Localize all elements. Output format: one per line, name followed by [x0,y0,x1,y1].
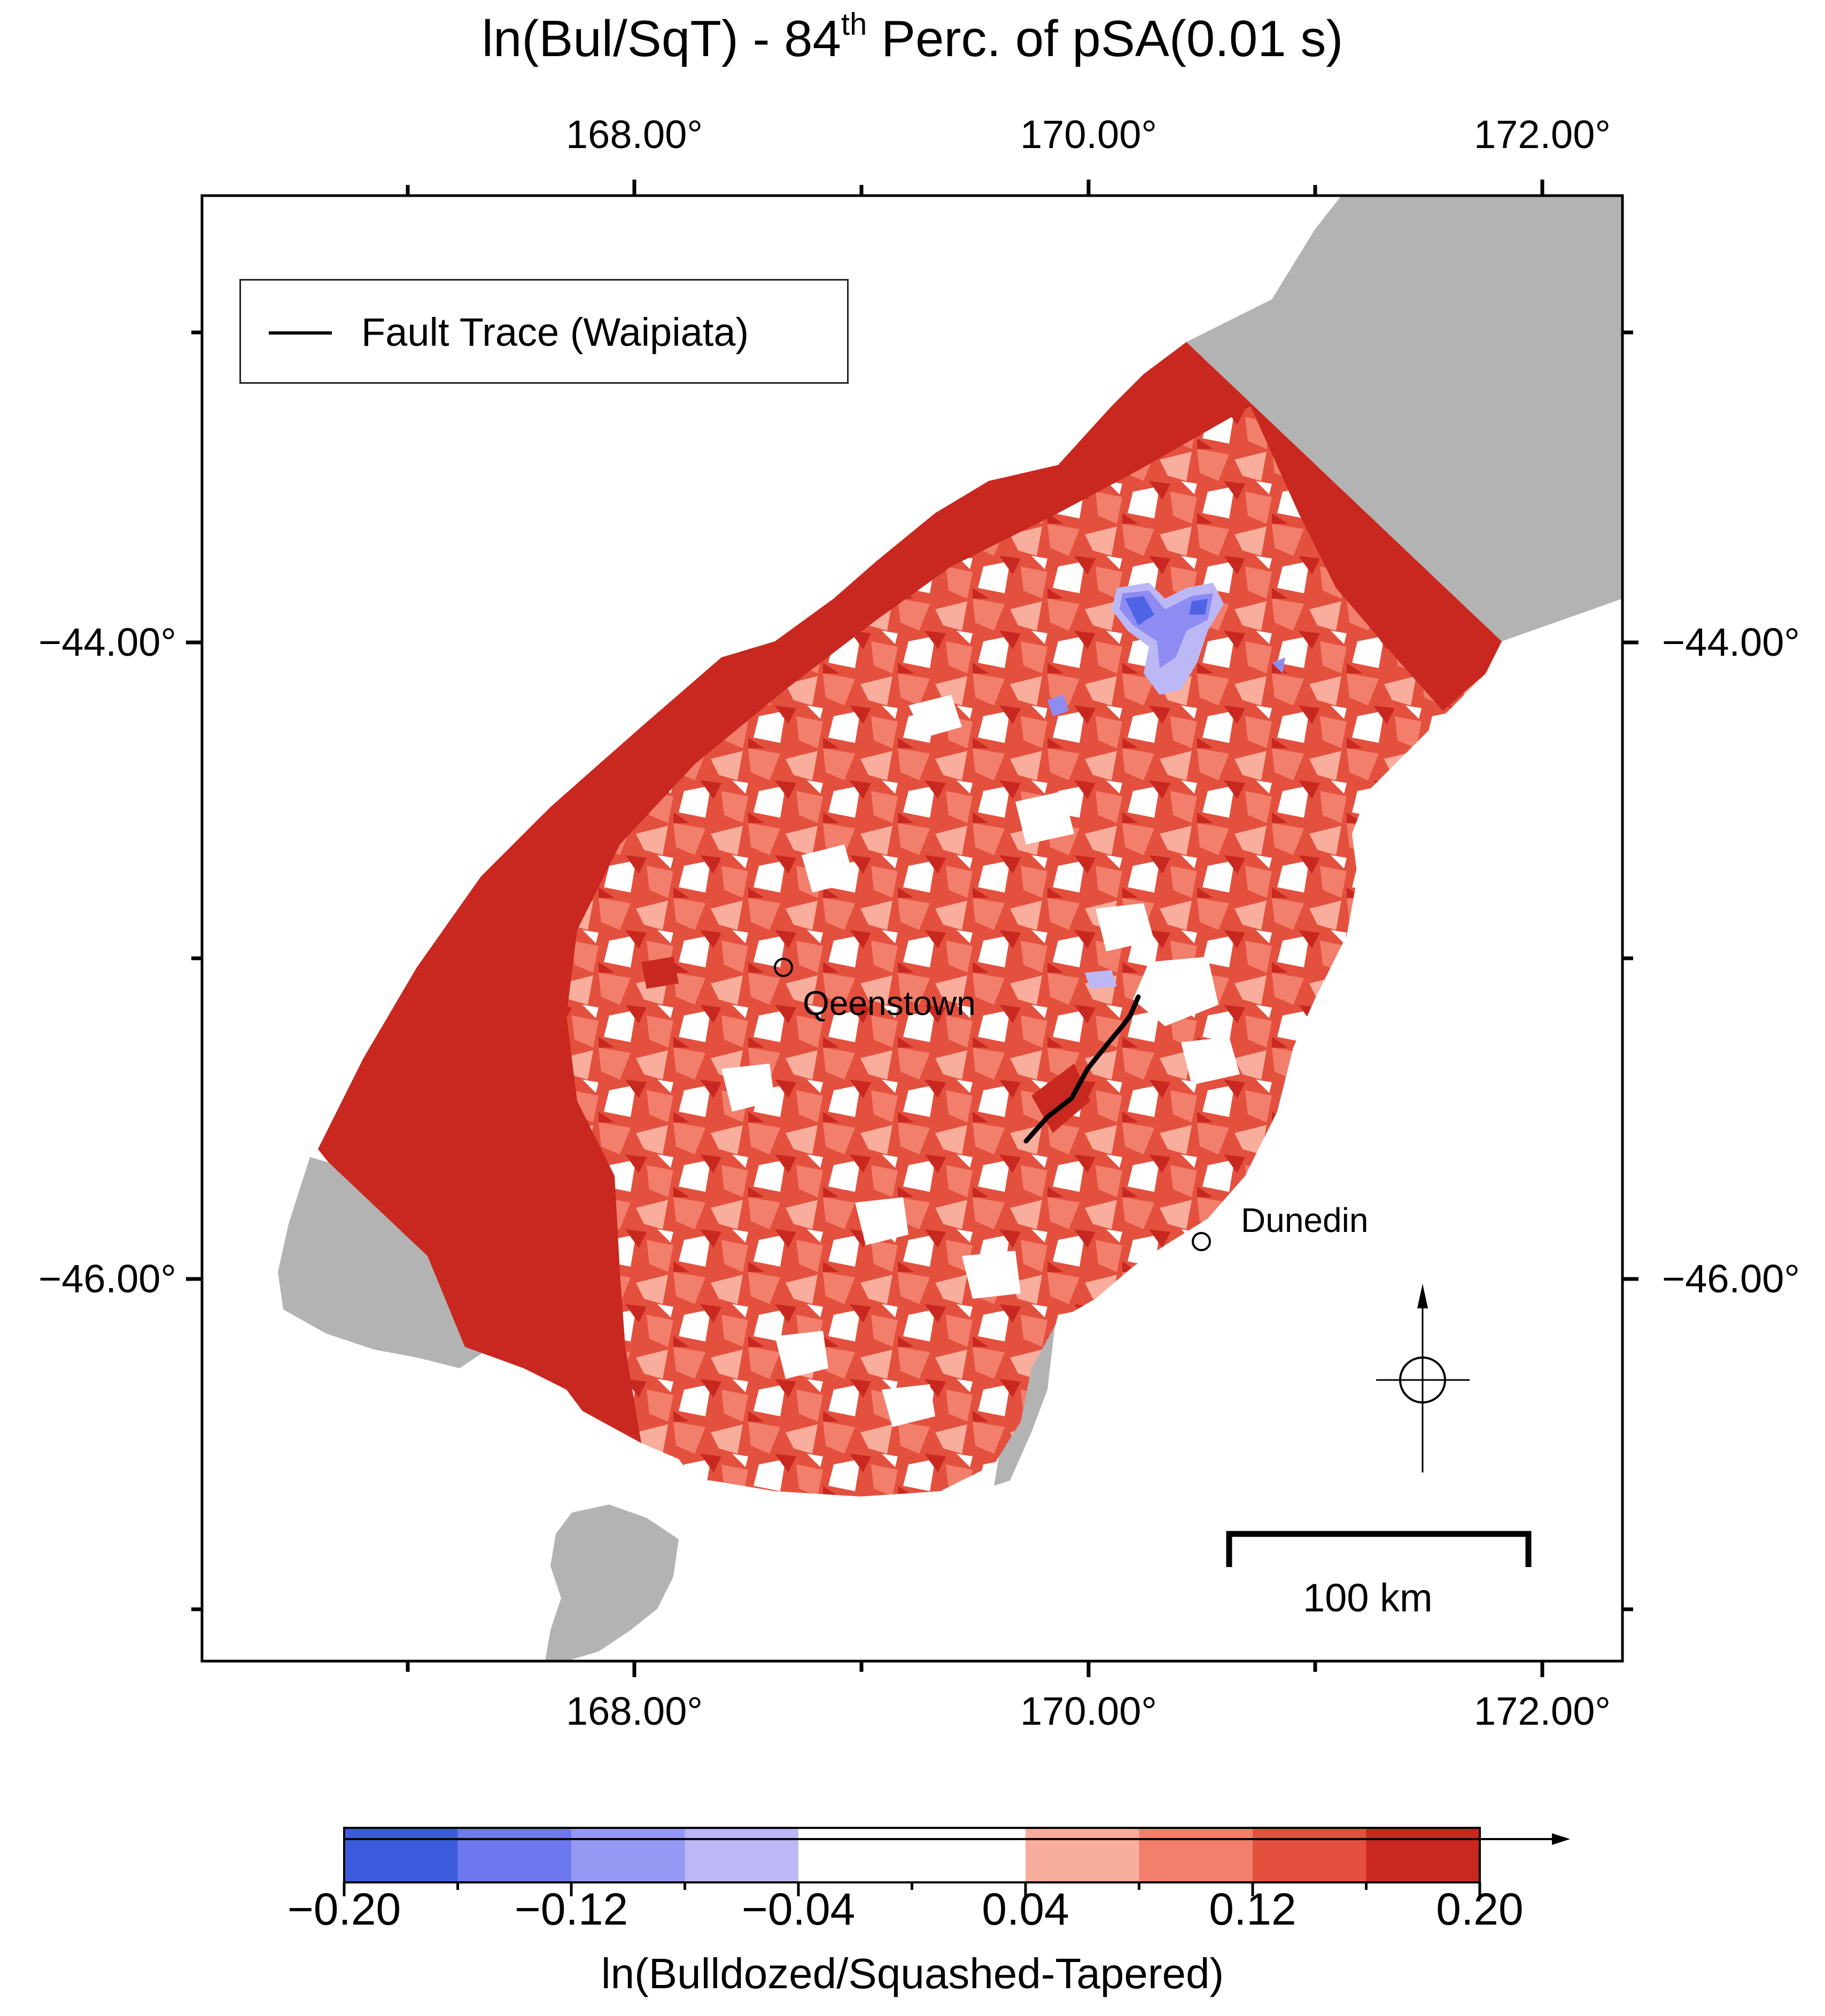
colorbar-bin [912,1828,1026,1882]
land-north-grey [1186,196,1622,641]
colorbar-tick-label: −0.04 [741,1884,856,1934]
negative-ratio-patches [1047,583,1285,989]
colorbar-tick-label: −0.12 [514,1884,628,1934]
northeast-dark-red-zone [1186,342,1502,711]
legend-fault-line-swatch [269,331,332,335]
colorbar-tick-label: 0.04 [982,1884,1069,1934]
colorbar-tick-label: 0.20 [1436,1884,1524,1934]
lat-tick-right-46: −46.00° [1662,1257,1800,1301]
city-marker-queenstown [774,958,793,977]
colorbar-bin [685,1828,798,1882]
fault-trace-waipiata [1023,994,1141,1144]
colorbar-tick-label: −0.20 [287,1884,401,1934]
colorbar-bin [798,1828,912,1882]
chart-title: ln(Bul/SqT) - 84th Perc. of pSA(0.01 s) [0,4,1825,81]
colorbar-bin [457,1828,571,1882]
lon-tick-top-170: 170.00° [1020,112,1157,157]
compass-north-arrow-icon [1376,1284,1470,1472]
city-label-queenstown: Qeenstown [803,984,976,1022]
lon-tick-bottom-172: 172.00° [1474,1689,1611,1733]
lat-tick-left-44: −44.00° [38,620,176,664]
colorbar [343,1827,1481,1896]
stewart-island-grey [545,1505,679,1661]
scale-bar-label: 100 km [1303,1576,1433,1620]
colorbar-bin [1139,1828,1253,1882]
axis-ticks [186,180,1638,1677]
map-frame [200,194,1624,1663]
city-label-dunedin: Dunedin [1241,1201,1369,1239]
mottle-highlights [641,695,1240,1427]
lon-tick-bottom-168: 168.00° [566,1689,703,1733]
colorbar-tick-label: 0.12 [1209,1884,1296,1934]
colorbar-bin [1026,1828,1139,1882]
title-superscript: th [841,7,867,42]
western-dark-red-zone [318,342,1251,1443]
colorbar-label: ln(Bulldozed/Squashed-Tapered) [601,1950,1224,1997]
colorbar-extension-arrow-icon [1552,1833,1570,1845]
lat-tick-left-46: −46.00° [38,1257,176,1301]
lon-tick-top-172: 172.00° [1474,112,1611,157]
title-suffix: Perc. of pSA(0.01 s) [867,10,1343,67]
colorbar-bin [571,1828,685,1882]
lat-tick-right-44: −44.00° [1662,620,1800,664]
colorbar-bin [1366,1828,1480,1882]
legend-fault-label: Fault Trace (Waipiata) [361,310,749,354]
city-marker-dunedin [1192,1232,1211,1251]
map-legend: Fault Trace (Waipiata) [239,279,849,384]
colorbar-bin [1253,1828,1366,1882]
scale-bar [1226,1531,1532,1567]
lon-tick-bottom-170: 170.00° [1020,1689,1157,1733]
lon-tick-top-168: 168.00° [566,112,703,157]
title-main: ln(Bul/SqT) - 84 [482,10,841,67]
colorbar-bin [344,1828,458,1882]
land-south-grey [278,1157,492,1368]
